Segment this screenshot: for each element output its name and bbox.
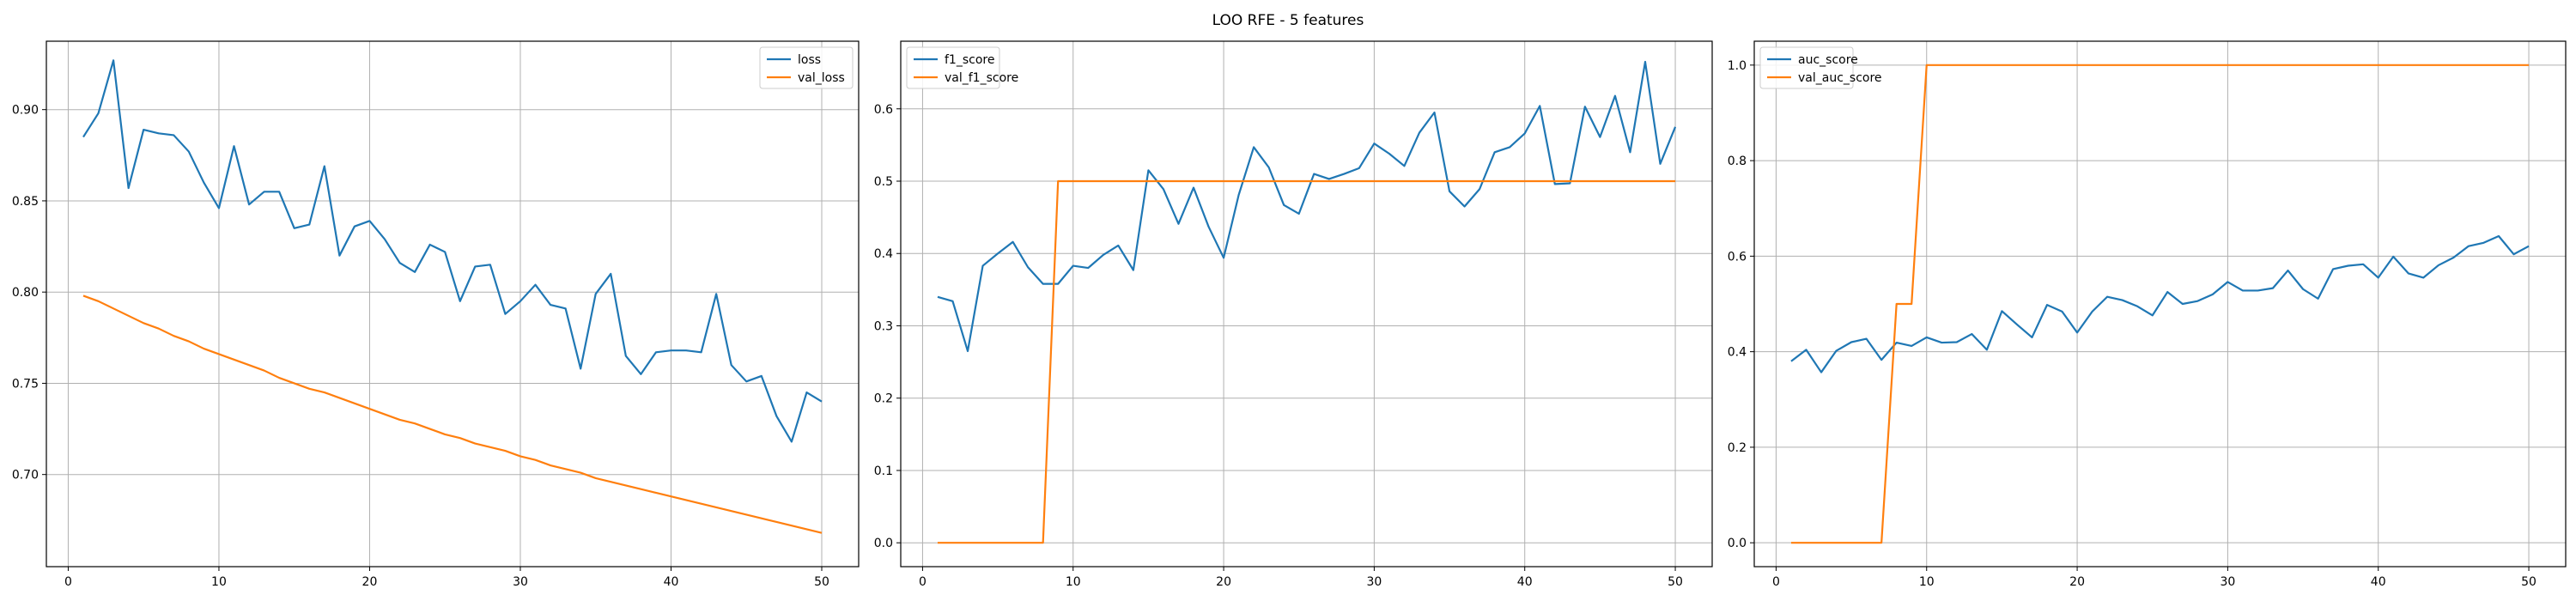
x-tick-label: 10 — [1919, 575, 1935, 589]
x-tick-label: 20 — [362, 575, 378, 589]
y-tick-label: 0.2 — [874, 392, 893, 406]
y-tick-label: 0.6 — [874, 103, 893, 117]
legend-label: loss — [798, 53, 821, 67]
y-tick-label: 0.4 — [874, 247, 893, 261]
series-line-val_f1_score — [937, 179, 1676, 544]
y-tick-label: 0.75 — [12, 377, 39, 391]
legend-label: val_loss — [798, 71, 845, 85]
subplot-1: 0 10 20 30 40 50 0.70 0.75 0.80 0.85 0.90 loss val_l… — [12, 40, 860, 589]
y-tick-label: 0.85 — [12, 195, 39, 209]
x-tick-label: 30 — [1366, 575, 1382, 589]
axes-frame — [46, 40, 860, 568]
x-tick-label: 50 — [2521, 575, 2537, 589]
axes-frame — [1753, 40, 2567, 568]
y-tick-label: 0.1 — [874, 464, 893, 478]
series-line-loss — [82, 59, 823, 443]
series-line-auc_score — [1790, 234, 2530, 373]
x-tick-label: 40 — [1517, 575, 1533, 589]
y-tick-label: 1.0 — [1728, 59, 1747, 73]
x-tick-label: 40 — [664, 575, 679, 589]
legend: loss val_loss — [759, 46, 854, 89]
y-tick-label: 0.0 — [874, 537, 893, 550]
y-tick-label: 0.3 — [874, 319, 893, 333]
x-tick-label: 30 — [2220, 575, 2235, 589]
legend-label: val_f1_score — [945, 71, 1018, 85]
subplot-2: 0 10 20 30 40 50 0.0 0.1 0.2 0.3 0.4 0.5 0.6 f1_score… — [874, 40, 1713, 589]
x-tick-label: 20 — [2069, 575, 2085, 589]
x-tick-label: 0 — [919, 575, 927, 589]
series-line-val_auc_score — [1790, 64, 2530, 544]
x-tick-label: 0 — [1772, 575, 1780, 589]
y-tick-label: 0.0 — [1728, 537, 1747, 550]
legend-label: f1_score — [945, 53, 994, 67]
legend-label: auc_score — [1798, 53, 1858, 67]
figure-title: LOO RFE - 5 features — [1212, 12, 1364, 29]
y-tick-label: 0.5 — [874, 175, 893, 189]
y-tick-label: 0.70 — [12, 469, 39, 483]
x-tick-label: 50 — [814, 575, 829, 589]
legend-label: val_auc_score — [1798, 71, 1882, 85]
series-line-val_loss — [82, 294, 823, 534]
subplot-3: 0 10 20 30 40 50 0.0 0.2 0.4 0.6 0.8 1.0 auc_scoreva… — [1728, 40, 2567, 589]
x-tick-label: 10 — [1066, 575, 1081, 589]
legend: auc_score val_auc_score — [1759, 46, 1882, 89]
x-tick-label: 20 — [1216, 575, 1231, 589]
x-tick-label: 40 — [2371, 575, 2386, 589]
x-tick-label: 10 — [211, 575, 227, 589]
legend: f1_score val_f1_score — [906, 46, 1018, 89]
axes-frame — [900, 40, 1713, 568]
y-tick-label: 0.90 — [12, 104, 39, 118]
x-tick-label: 30 — [513, 575, 528, 589]
x-tick-label: 50 — [1668, 575, 1683, 589]
series-line-f1_score — [937, 60, 1677, 353]
x-tick-label: 0 — [64, 575, 72, 589]
y-tick-label: 0.8 — [1728, 155, 1747, 168]
subplots: 0 10 20 30 40 500.700.750.800.850.90lossval_l… — [12, 40, 2567, 589]
y-tick-label: 0.80 — [12, 286, 39, 300]
y-tick-label: 0.4 — [1728, 346, 1747, 360]
y-tick-label: 0.6 — [1728, 250, 1747, 264]
y-tick-label: 0.2 — [1728, 441, 1747, 455]
